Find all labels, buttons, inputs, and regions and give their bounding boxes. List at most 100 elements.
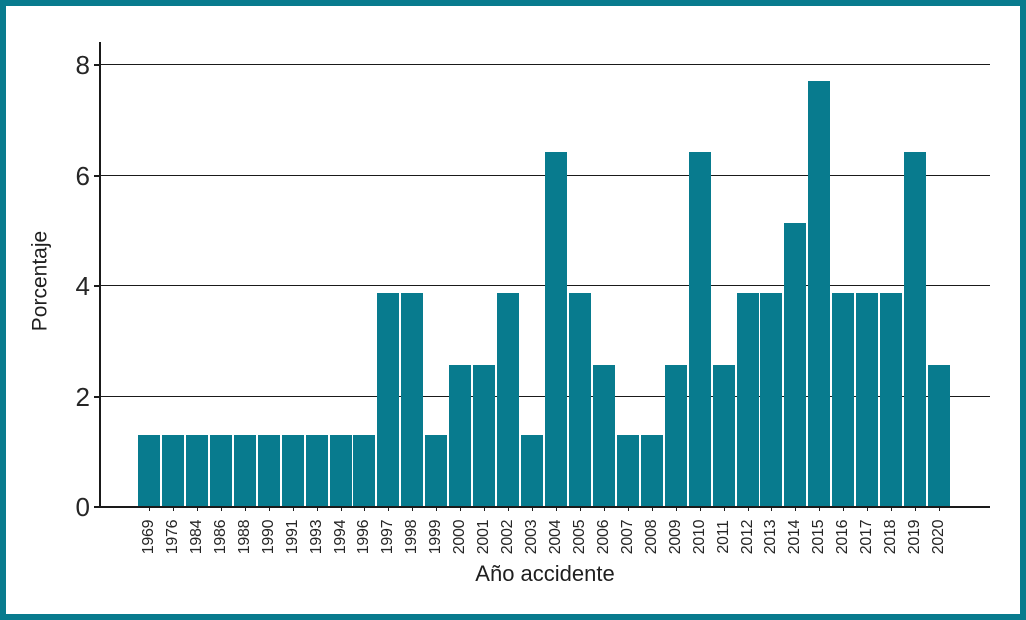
x-tick-2002	[508, 508, 510, 511]
bar-1976	[161, 435, 184, 506]
x-tick-1999	[436, 508, 438, 511]
bar-1998	[401, 293, 424, 506]
x-tick-label-text-2001: 2001	[475, 519, 493, 555]
bar-2005	[568, 293, 591, 506]
x-tick-label-text-2015: 2015	[810, 519, 828, 555]
bar-1996	[353, 435, 376, 506]
x-tick-1994	[340, 508, 342, 511]
x-tick-label-text-2002: 2002	[499, 519, 517, 555]
bar-2002	[497, 293, 520, 506]
x-tick-2016	[843, 508, 845, 511]
bar-1990	[257, 435, 280, 506]
x-tick-label-text-2004: 2004	[546, 519, 564, 555]
y-tick-label-6: 6	[75, 161, 90, 191]
x-tick-label-text-2006: 2006	[594, 519, 612, 555]
x-tick-label-text-2017: 2017	[858, 519, 876, 555]
x-tick-label-text-1997: 1997	[379, 519, 397, 555]
x-tick-label-text-1996: 1996	[355, 519, 373, 555]
x-tick-label-text-2020: 2020	[930, 519, 948, 555]
x-tick-label-text-1984: 1984	[187, 519, 205, 555]
y-tick-label-8: 8	[75, 50, 90, 80]
bar-1994	[329, 435, 352, 506]
x-tick-1993	[316, 508, 318, 511]
x-tick-label-text-1986: 1986	[211, 519, 229, 555]
bar-2009	[664, 365, 687, 506]
x-tick-2007	[627, 508, 629, 511]
x-tick-2010	[699, 508, 701, 511]
x-tick-label-text-2018: 2018	[882, 519, 900, 555]
x-tick-2003	[532, 508, 534, 511]
x-tick-label-text-2008: 2008	[642, 519, 660, 555]
y-tick-0	[94, 506, 100, 508]
x-tick-2017	[867, 508, 869, 511]
bar-2006	[592, 365, 615, 506]
x-tick-2000	[460, 508, 462, 511]
x-tick-2006	[603, 508, 605, 511]
x-tick-label-text-2013: 2013	[762, 519, 780, 555]
x-axis-title: Año accidente	[475, 561, 615, 586]
x-tick-2020	[939, 508, 941, 511]
x-tick-2018	[891, 508, 893, 511]
bar-2015	[808, 81, 831, 506]
y-tick-label-0: 0	[75, 492, 90, 522]
bar-1986	[209, 435, 232, 506]
x-tick-label-text-2016: 2016	[834, 519, 852, 555]
x-tick-2001	[484, 508, 486, 511]
bar-1997	[377, 293, 400, 506]
x-axis-line	[99, 506, 990, 508]
bar-1969	[138, 435, 160, 506]
x-tick-label-text-1991: 1991	[283, 519, 301, 555]
x-tick-2009	[675, 508, 677, 511]
x-tick-2019	[915, 508, 917, 511]
bar-1999	[425, 435, 448, 506]
bar-2008	[640, 435, 663, 506]
x-tick-label-text-2003: 2003	[523, 519, 541, 555]
bar-1991	[281, 435, 304, 506]
y-tick-2	[94, 396, 100, 398]
bar-2019	[904, 152, 927, 506]
gridline-y8	[101, 64, 990, 65]
bar-2003	[521, 435, 544, 506]
x-tick-1986	[220, 508, 222, 511]
x-tick-2014	[795, 508, 797, 511]
bar-2001	[473, 365, 496, 506]
x-tick-2005	[579, 508, 581, 511]
x-tick-2012	[747, 508, 749, 511]
x-tick-label-text-1994: 1994	[331, 519, 349, 555]
x-tick-1976	[172, 508, 174, 511]
x-tick-1998	[412, 508, 414, 511]
bar-2017	[856, 293, 879, 506]
x-tick-label-text-2005: 2005	[570, 519, 588, 555]
bar-2004	[544, 152, 567, 506]
x-tick-label-text-1988: 1988	[235, 519, 253, 555]
y-tick-4	[94, 285, 100, 287]
x-tick-1991	[292, 508, 294, 511]
x-tick-label-text-1976: 1976	[163, 519, 181, 555]
x-tick-1988	[244, 508, 246, 511]
x-tick-label-text-2000: 2000	[451, 519, 469, 555]
bar-2016	[832, 293, 855, 506]
y-tick-label-2: 2	[75, 382, 90, 412]
bar-2010	[688, 152, 711, 506]
bar-2018	[880, 293, 903, 506]
x-tick-label-text-1999: 1999	[427, 519, 445, 555]
bar-2014	[784, 223, 807, 506]
x-tick-label-text-1990: 1990	[259, 519, 277, 555]
y-tick-label-4: 4	[75, 271, 90, 301]
y-tick-8	[94, 64, 100, 66]
x-tick-2011	[723, 508, 725, 511]
x-tick-label-text-2010: 2010	[690, 519, 708, 555]
bar-2000	[449, 365, 472, 506]
x-tick-2004	[555, 508, 557, 511]
x-tick-label-text-2007: 2007	[618, 519, 636, 555]
x-tick-label-text-2014: 2014	[786, 519, 804, 555]
x-tick-label-text-2019: 2019	[906, 519, 924, 555]
x-tick-2013	[771, 508, 773, 511]
y-tick-6	[94, 175, 100, 177]
bar-2020	[928, 365, 951, 506]
bar-1984	[185, 435, 208, 506]
x-tick-label-text-1993: 1993	[307, 519, 325, 555]
x-tick-1984	[196, 508, 198, 511]
y-axis-title-text: Porcentaje	[28, 230, 52, 332]
